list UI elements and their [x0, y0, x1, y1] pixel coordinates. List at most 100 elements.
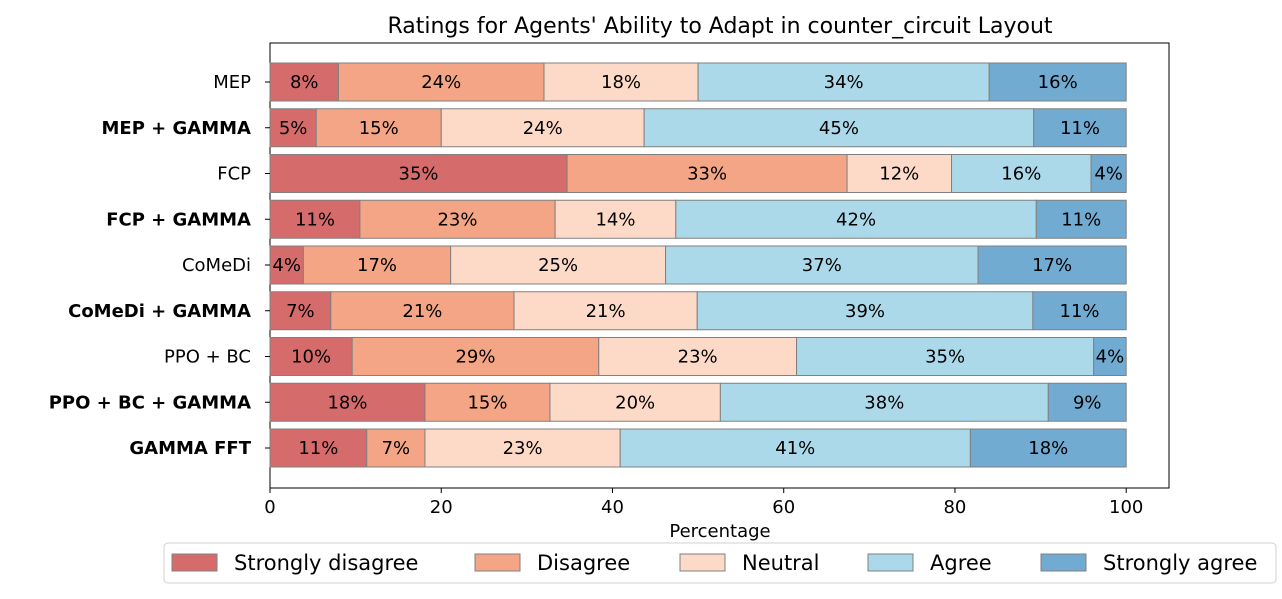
bar-segment	[269, 154, 568, 193]
bars: 8% 24% 18% 34% 16% 5% 15% 24% 45% 11% 35% 33% 12% 16%…	[269, 62, 1127, 468]
category-label: CoMeDi	[182, 255, 251, 276]
bar-segment	[440, 108, 645, 148]
x-tick-label: 0	[264, 497, 275, 518]
category-label: GAMMA FFT	[129, 438, 251, 459]
bar-segment-label: 34%	[824, 72, 864, 93]
bar-segment	[554, 199, 677, 239]
category-label: PPO + BC	[164, 347, 251, 368]
bar-segment-label: 5%	[279, 118, 308, 139]
bar-segment	[269, 337, 353, 376]
legend-label: Strongly agree	[1103, 551, 1257, 575]
x-axis: 0 20 40 60 80 100	[264, 488, 1143, 518]
bar-segment	[424, 382, 551, 422]
bar-segment-label: 39%	[845, 301, 885, 322]
x-tick-label: 100	[1109, 497, 1143, 518]
bar-segment	[1035, 199, 1127, 239]
bar-segment-label: 11%	[295, 209, 335, 230]
bar-segment	[846, 154, 953, 193]
category-label: CoMeDi + GAMMA	[68, 301, 251, 322]
category-label: MEP	[213, 72, 251, 93]
bar-segment	[619, 428, 971, 468]
chart-title: Ratings for Agents' Ability to Adapt in …	[387, 14, 1052, 39]
legend-swatch	[171, 553, 218, 572]
bar-segment-label: 35%	[925, 347, 965, 368]
x-tick-label: 80	[943, 497, 966, 518]
legend-swatch	[679, 553, 726, 572]
legend-label: Strongly disagree	[234, 551, 418, 575]
bar-segment-label: 20%	[615, 392, 655, 413]
bar-segment-label: 9%	[1073, 392, 1102, 413]
bar-segment-label: 18%	[601, 72, 641, 93]
bar-segment-label: 42%	[836, 209, 876, 230]
bar-segment	[719, 382, 1049, 422]
bar-segment-label: 8%	[290, 72, 319, 93]
bar-segment-label: 7%	[286, 301, 315, 322]
bar-segment-label: 25%	[538, 255, 578, 276]
bar-segment-label: 15%	[467, 392, 507, 413]
bar-segment	[977, 245, 1127, 285]
bar-segment-label: 29%	[455, 347, 495, 368]
bar-segment	[566, 154, 848, 193]
bar-segment	[675, 199, 1037, 239]
bar-segment	[424, 428, 621, 468]
bar-segment	[696, 291, 1034, 331]
bar-segment-label: 17%	[1032, 255, 1072, 276]
bar-segment-label: 7%	[382, 438, 411, 459]
bar-segment-label: 18%	[1028, 438, 1068, 459]
bar-segment-label: 33%	[687, 164, 727, 185]
bar-segment-label: 4%	[1094, 164, 1123, 185]
bar-segment-label: 21%	[402, 301, 442, 322]
bar-segment	[643, 108, 1035, 148]
category-axis: MEP MEP + GAMMA FCP FCP + GAMMA CoMeDi CoMeDi…	[49, 72, 270, 459]
bar-segment-label: 4%	[1096, 347, 1125, 368]
bar-segment	[1047, 382, 1127, 422]
bar-segment-label: 16%	[1001, 164, 1041, 185]
bar-segment	[513, 291, 698, 331]
legend: Strongly disagree Disagree Neutral Agree Str…	[163, 542, 1277, 584]
bar-segment	[302, 245, 452, 285]
bar-segment	[450, 245, 667, 285]
bar-segment-label: 12%	[879, 164, 919, 185]
bar-segment-label: 38%	[864, 392, 904, 413]
bar-segment	[269, 291, 332, 331]
bar-segment-label: 41%	[775, 438, 815, 459]
bar-segment	[269, 62, 339, 102]
bar-segment-label: 21%	[586, 301, 626, 322]
bar-segment-label: 35%	[399, 164, 439, 185]
legend-label: Neutral	[742, 551, 820, 575]
bar-segment	[366, 428, 426, 468]
bar-segment	[1090, 154, 1127, 193]
category-label: FCP + GAMMA	[106, 209, 251, 230]
bar-segment-label: 24%	[523, 118, 563, 139]
legend-label: Disagree	[537, 551, 630, 575]
bar-segment-label: 45%	[819, 118, 859, 139]
bar-segment	[697, 62, 990, 102]
category-label: PPO + BC + GAMMA	[49, 392, 251, 413]
x-tick-label: 40	[601, 497, 624, 518]
bar-segment-label: 4%	[272, 255, 301, 276]
bar-segment-label: 17%	[357, 255, 397, 276]
bar-segment	[269, 245, 304, 285]
legend-swatch	[867, 553, 914, 572]
bar-segment-label: 18%	[327, 392, 367, 413]
bar-segment	[359, 199, 556, 239]
x-tick-label: 60	[772, 497, 795, 518]
x-axis-label: Percentage	[669, 521, 770, 542]
bar-segment-label: 23%	[437, 209, 477, 230]
bar-segment-label: 11%	[1061, 209, 1101, 230]
bar-segment	[269, 199, 361, 239]
bar-segment-label: 14%	[595, 209, 635, 230]
bar-segment-label: 37%	[802, 255, 842, 276]
bar-segment-label: 11%	[298, 438, 338, 459]
bar-segment	[951, 154, 1092, 193]
bar-segment	[351, 337, 600, 376]
category-label: MEP + GAMMA	[102, 118, 252, 139]
category-label: FCP	[217, 164, 251, 185]
bar-segment	[969, 428, 1127, 468]
bar-segment-label: 15%	[359, 118, 399, 139]
bar-segment	[1093, 337, 1127, 376]
bar-segment-label: 16%	[1038, 72, 1078, 93]
bar-segment	[337, 62, 545, 102]
bar-segment	[315, 108, 442, 148]
bar-segment	[330, 291, 515, 331]
